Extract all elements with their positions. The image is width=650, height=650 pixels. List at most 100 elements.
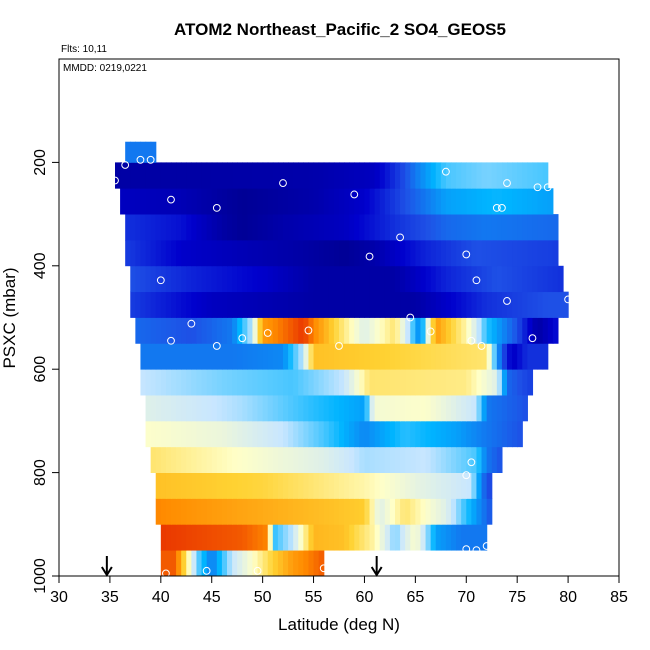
heat-cell	[196, 343, 203, 370]
heat-cell	[318, 498, 325, 525]
heat-cell	[522, 162, 528, 189]
heat-cell	[339, 369, 345, 396]
heat-cell	[328, 446, 335, 473]
heat-cell	[201, 420, 208, 448]
heat-cell	[481, 188, 488, 215]
heat-cell	[145, 369, 152, 396]
heat-cell	[247, 343, 254, 370]
heat-cell	[461, 498, 467, 525]
heat-cell	[313, 446, 320, 473]
heat-cell	[160, 317, 167, 344]
heat-cell	[542, 214, 549, 241]
heat-cell	[135, 291, 142, 318]
heat-cell	[171, 291, 177, 318]
heat-cell	[389, 420, 396, 448]
heat-cell	[181, 188, 187, 215]
heat-cell	[211, 524, 218, 551]
heat-cell	[176, 472, 182, 499]
heat-cell	[461, 343, 467, 370]
heat-cell	[155, 265, 162, 293]
heat-cell	[369, 446, 376, 473]
heat-cell	[420, 239, 427, 267]
heat-cell	[313, 369, 320, 396]
heat-cell	[547, 265, 554, 293]
heat-cell	[389, 524, 396, 551]
heat-cell	[237, 524, 243, 551]
heat-cell	[471, 524, 478, 551]
heat-cell	[420, 446, 427, 473]
heat-cell	[481, 343, 488, 370]
data-point	[167, 195, 175, 204]
heat-cell	[145, 162, 152, 189]
heat-cell	[160, 498, 167, 525]
heat-cell	[374, 162, 381, 189]
heat-cell	[440, 188, 447, 215]
heat-cell	[140, 265, 147, 293]
heat-cell	[145, 188, 152, 215]
heat-cell	[323, 472, 330, 499]
heat-cell	[140, 188, 147, 215]
heat-cell	[379, 239, 386, 267]
heat-cell	[415, 369, 422, 396]
heat-cell	[405, 343, 411, 370]
heat-cell	[227, 472, 233, 499]
heat-cell	[293, 214, 299, 241]
heat-cell	[328, 214, 335, 241]
heat-cell	[125, 214, 131, 241]
heat-cell	[400, 343, 406, 370]
heat-cell	[405, 239, 411, 267]
heat-cell	[440, 214, 447, 241]
heat-cell	[242, 395, 248, 422]
heat-cell	[318, 550, 325, 577]
heat-cell	[323, 188, 330, 215]
heat-cell	[247, 524, 254, 551]
heat-cell	[150, 369, 157, 396]
heat-cell	[527, 214, 534, 241]
heat-cell	[191, 317, 198, 344]
heat-cell	[288, 343, 294, 370]
heat-cell	[420, 369, 427, 396]
heat-cell	[359, 317, 366, 344]
heat-cell	[440, 472, 447, 499]
heat-cell	[171, 369, 177, 396]
heat-cell	[400, 446, 406, 473]
heat-cell	[308, 524, 315, 551]
heat-cell	[384, 291, 391, 318]
heat-cell	[201, 317, 208, 344]
heat-cell	[374, 446, 381, 473]
heat-cell	[283, 395, 289, 422]
heat-cell	[242, 265, 248, 293]
heat-cell	[369, 162, 376, 189]
heat-cell	[298, 472, 304, 499]
heat-cell	[237, 498, 243, 525]
heat-cell	[216, 420, 223, 448]
heat-cell	[252, 188, 259, 215]
heat-cell	[288, 369, 294, 396]
heat-cell	[415, 472, 422, 499]
heat-cell	[542, 162, 549, 189]
heat-cell	[476, 343, 483, 370]
heat-cell	[430, 420, 437, 448]
heat-cell	[486, 162, 493, 189]
heat-cell	[191, 446, 198, 473]
heat-cell	[150, 239, 157, 267]
heat-cell	[303, 239, 310, 267]
heat-cell	[445, 239, 452, 267]
heat-cell	[196, 395, 203, 422]
x-tick-label: 80	[559, 589, 577, 606]
heat-cell	[410, 369, 416, 396]
heat-cell	[476, 214, 483, 241]
heat-cell	[395, 239, 401, 267]
heat-cell	[496, 446, 503, 473]
heat-cell	[420, 395, 427, 422]
heat-cell	[298, 291, 304, 318]
heat-cell	[491, 446, 498, 473]
heat-cell	[364, 420, 371, 448]
heat-cell	[176, 498, 182, 525]
heat-cell	[333, 317, 340, 344]
heat-cell	[486, 188, 493, 215]
x-axis-label: Latitude (deg N)	[278, 615, 400, 634]
heat-cell	[145, 317, 152, 344]
heat-cell	[532, 214, 539, 241]
